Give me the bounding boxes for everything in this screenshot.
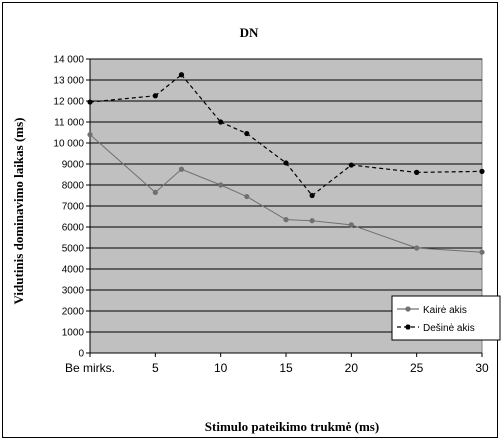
y-tick-label: 5000 <box>62 244 85 255</box>
chart-title: DN <box>240 25 259 40</box>
legend-box <box>391 295 501 341</box>
data-point <box>348 222 354 228</box>
data-point <box>479 249 485 255</box>
data-point <box>348 162 354 168</box>
y-tick-label: 14 000 <box>53 55 84 66</box>
data-point <box>218 119 224 125</box>
series-segment <box>155 168 182 193</box>
series-segment <box>285 219 313 222</box>
series-segment <box>154 74 182 97</box>
x-axis: Be mirks. 5 10 15 20 25 30 <box>65 352 489 375</box>
data-point <box>414 169 420 175</box>
series-segment <box>181 168 221 186</box>
series-segment <box>181 74 222 123</box>
series-segment <box>311 164 352 196</box>
series-segment <box>89 134 156 193</box>
y-tick-label: 0 <box>78 349 84 360</box>
y-tick-label: 7000 <box>62 202 85 213</box>
x-tick-label: 30 <box>475 361 489 375</box>
y-axis-label: Vidutinis dominavimo laikas (ms) <box>11 118 26 305</box>
series-layer <box>87 72 485 255</box>
series-kaire-akis <box>87 132 485 255</box>
series-segment <box>220 184 248 198</box>
data-point <box>87 132 93 138</box>
series-segment <box>89 95 156 103</box>
data-point <box>479 168 485 174</box>
x-tick-label: Be mirks. <box>65 361 115 375</box>
data-point <box>178 166 185 172</box>
x-axis-label: Stimulo pateikimo trukmė (ms) <box>205 419 379 434</box>
y-tick-label: 2000 <box>62 307 85 318</box>
legend-swatch-marker <box>405 324 411 330</box>
x-tick-label: 5 <box>152 361 159 375</box>
y-tick-label: 1000 <box>62 328 85 339</box>
y-tick-label: 4000 <box>62 265 85 276</box>
x-tick-label: 25 <box>410 361 424 375</box>
series-segment <box>351 224 417 249</box>
data-point <box>244 193 250 200</box>
series-segment <box>246 133 287 164</box>
data-point <box>309 218 315 224</box>
x-tick-label: 20 <box>345 361 359 375</box>
data-point <box>414 245 420 251</box>
x-tick-label: 10 <box>214 361 228 375</box>
y-tick-label: 9000 <box>62 160 85 171</box>
data-point <box>309 192 315 199</box>
y-tick-label: 12 000 <box>53 97 84 108</box>
y-axis: 0 1000 2000 3000 4000 5000 6000 7000 8000 9000 10 … <box>53 55 91 360</box>
data-point <box>87 99 93 105</box>
data-point <box>152 189 158 195</box>
data-point <box>152 93 158 99</box>
series-desine-akis <box>87 72 485 199</box>
series-segment <box>416 170 483 173</box>
series-segment <box>312 220 352 226</box>
y-tick-label: 3000 <box>62 286 85 297</box>
series-segment <box>351 164 417 173</box>
data-point <box>178 72 185 78</box>
x-tick-label: 15 <box>279 361 293 375</box>
y-tick-label: 10 000 <box>53 139 84 150</box>
series-segment <box>220 121 248 135</box>
series-segment <box>416 247 483 253</box>
legend-swatch-marker <box>405 306 411 312</box>
data-point <box>244 130 250 137</box>
legend-label: Dešinė akis <box>423 323 475 334</box>
data-point <box>283 160 289 166</box>
data-point <box>283 217 289 223</box>
series-segment <box>246 196 287 221</box>
legend: Kairė akis Dešinė akis <box>391 295 501 341</box>
y-tick-label: 13 000 <box>53 76 84 87</box>
y-tick-label: 6000 <box>62 223 85 234</box>
y-tick-label: 11 000 <box>54 118 84 129</box>
data-point <box>218 182 224 188</box>
y-tick-label: 8000 <box>62 181 85 192</box>
legend-label: Kairė akis <box>423 305 467 316</box>
